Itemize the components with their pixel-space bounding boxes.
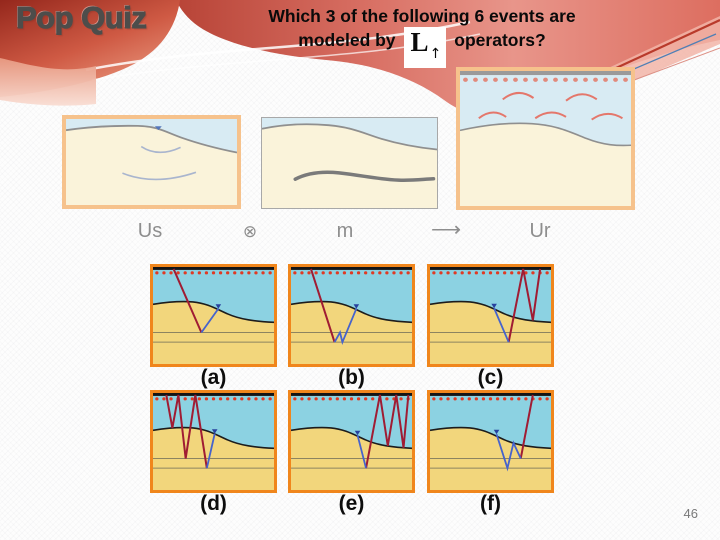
event-panel-f [427, 390, 554, 493]
receiver-dots [293, 271, 410, 275]
upgoing-operator-symbol: L↑ [403, 27, 447, 68]
arrow-icon: ⟶ [430, 218, 462, 241]
receiver-marker [354, 430, 361, 436]
event-label-b: (b) [338, 366, 365, 389]
receiver-ray-path [201, 309, 218, 333]
up-arrow-subscript: ↑ [429, 46, 442, 62]
event-label-d: (d) [200, 492, 227, 515]
source-ray-path [509, 269, 540, 342]
event-panel-c [427, 264, 554, 367]
event-diagram-f [430, 393, 551, 490]
event-diagram-c [430, 267, 551, 364]
receiver-marker [215, 304, 222, 309]
recorded-event-arcs [479, 93, 623, 120]
acquisition-surface-bar [460, 71, 631, 76]
model-diagram [262, 118, 437, 208]
us-label: Us [137, 220, 163, 242]
question-text: Which 3 of the following 6 events are mo… [222, 5, 622, 68]
event-panel-a [150, 264, 277, 367]
receiver-dots [463, 77, 628, 82]
event-diagram-b [291, 267, 412, 364]
source-ray-path [311, 269, 335, 342]
question-line1: Which 3 of the following 6 events are [268, 6, 576, 26]
receiver-wavefield-panel [456, 67, 635, 210]
receiver-dots [155, 397, 272, 401]
receiver-ray-path [207, 434, 215, 468]
event-label-c: (c) [477, 366, 504, 389]
question-line2-prefix: modeled by [298, 30, 396, 50]
event-diagram-e [291, 393, 412, 490]
receiver-marker [353, 304, 360, 309]
source-wavefield-panel [62, 115, 241, 209]
event-label-f: (f) [480, 492, 501, 515]
event-label-e: (e) [338, 492, 365, 515]
slide-title: Pop Quiz [15, 0, 147, 36]
event-panel-d [150, 390, 277, 493]
convolution-operator-icon: ⊗ [242, 222, 258, 241]
event-panel-b [288, 264, 415, 367]
source-ray-path [366, 395, 408, 468]
event-panel-e [288, 390, 415, 493]
receiver-marker [154, 126, 162, 131]
receiver-ray-path [497, 434, 521, 468]
receiver-marker [211, 429, 218, 434]
receiver-dots [155, 271, 272, 275]
receiver-wavefield-diagram [460, 71, 631, 206]
receiver-dots [432, 397, 549, 401]
event-label-a: (a) [200, 366, 227, 389]
source-ray-path [521, 395, 533, 459]
event-diagram-a [153, 267, 274, 364]
source-ray-path [174, 269, 202, 333]
question-line2-suffix: operators? [454, 30, 546, 50]
question-line2: modeled by L↑ operators? [222, 27, 622, 68]
receiver-ray-path [494, 308, 509, 342]
model-panel [261, 117, 438, 209]
ur-label: Ur [529, 220, 551, 242]
receiver-marker [493, 429, 500, 435]
receiver-ray-path [358, 435, 366, 468]
reflector-line [295, 172, 433, 180]
event-diagram-d [153, 393, 274, 490]
page-number: 46 [683, 506, 698, 521]
receiver-ray-path [335, 309, 357, 342]
receiver-dots [432, 271, 549, 275]
m-label: m [336, 220, 354, 242]
receiver-marker [491, 303, 497, 309]
source-ray-path [166, 395, 207, 468]
source-wavefield-diagram [66, 119, 237, 205]
